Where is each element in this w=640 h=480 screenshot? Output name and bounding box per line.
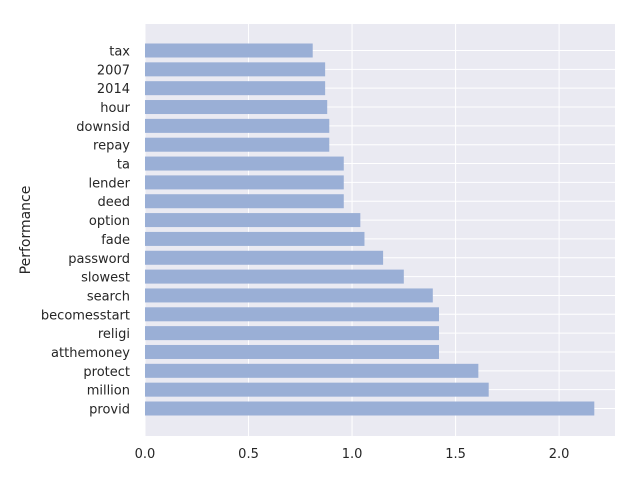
y-tick-labels: tax 2007 2014 hour downsid repay ta lender deed o… bbox=[41, 45, 131, 418]
bar-ta bbox=[145, 156, 344, 171]
y-tick-label: repay bbox=[93, 139, 130, 154]
bars bbox=[145, 43, 595, 416]
y-tick-label: hour bbox=[100, 101, 130, 116]
bar-downsid bbox=[145, 118, 330, 133]
y-tick-label: downsid bbox=[76, 120, 130, 135]
bar-slowest bbox=[145, 269, 404, 284]
y-tick-label: 2007 bbox=[97, 63, 130, 78]
y-tick-label: atthemoney bbox=[51, 346, 130, 361]
y-tick-label: search bbox=[87, 289, 130, 304]
bar-fade bbox=[145, 231, 365, 246]
y-tick-label: ta bbox=[117, 158, 130, 173]
x-tick-label: 1.0 bbox=[342, 447, 363, 462]
bar-lender bbox=[145, 175, 344, 190]
y-axis-label: Performance bbox=[18, 186, 34, 275]
x-tick-label: 1.5 bbox=[445, 447, 466, 462]
bar-2007 bbox=[145, 62, 326, 77]
bar-repay bbox=[145, 137, 330, 152]
y-tick-label: fade bbox=[101, 233, 130, 248]
x-tick-labels: 0.0 0.5 1.0 1.5 2.0 bbox=[135, 447, 570, 462]
y-tick-label: deed bbox=[98, 195, 131, 210]
y-tick-label: provid bbox=[89, 403, 130, 418]
x-tick-label: 0.0 bbox=[135, 447, 156, 462]
y-tick-label: password bbox=[68, 252, 130, 267]
bar-protect bbox=[145, 363, 479, 378]
bar-religi bbox=[145, 326, 440, 341]
y-tick-label: protect bbox=[83, 365, 130, 380]
bar-search bbox=[145, 288, 433, 303]
y-tick-label: tax bbox=[109, 45, 130, 60]
bar-hour bbox=[145, 100, 328, 115]
x-tick-label: 2.0 bbox=[549, 447, 570, 462]
y-tick-label: 2014 bbox=[97, 82, 130, 97]
y-tick-label: lender bbox=[89, 176, 131, 191]
y-tick-label: religi bbox=[98, 327, 130, 342]
bar-million bbox=[145, 382, 489, 397]
y-tick-label: slowest bbox=[81, 271, 130, 286]
bar-option bbox=[145, 213, 361, 228]
bar-provid bbox=[145, 401, 595, 416]
bar-tax bbox=[145, 43, 313, 58]
x-tick-label: 0.5 bbox=[238, 447, 259, 462]
bar-becomesstart bbox=[145, 307, 440, 322]
y-tick-label: becomesstart bbox=[41, 308, 130, 323]
y-tick-label: option bbox=[89, 214, 130, 229]
bar-2014 bbox=[145, 81, 326, 96]
bar-password bbox=[145, 250, 384, 265]
bar-deed bbox=[145, 194, 344, 209]
bar-atthemoney bbox=[145, 344, 440, 359]
y-tick-label: million bbox=[87, 384, 130, 399]
